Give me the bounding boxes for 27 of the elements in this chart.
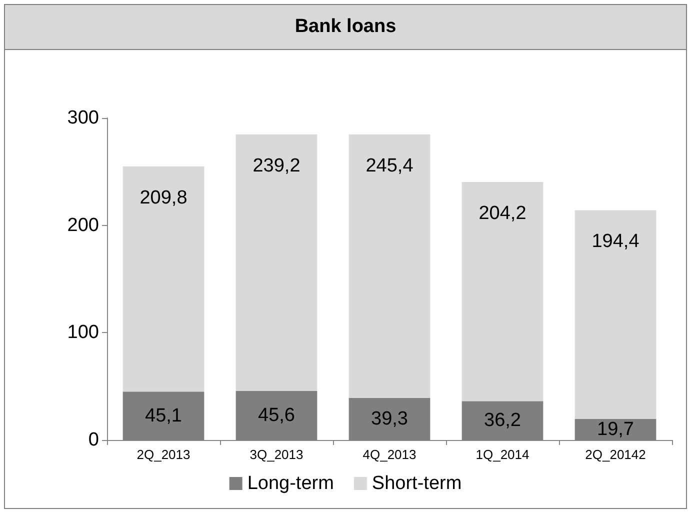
data-label: 204,2 [478, 202, 526, 224]
bar [236, 134, 318, 392]
data-label: 45,1 [145, 405, 182, 426]
y-tick-label: 0 [88, 430, 99, 450]
x-tick-label: 3Q_2013 [250, 447, 304, 462]
bar [122, 166, 204, 392]
data-label: 245,4 [366, 155, 414, 176]
y-tick-label: 100 [67, 322, 99, 344]
x-tick-label: 2Q_20142 [585, 447, 646, 462]
bar [462, 182, 544, 402]
data-label: 239,2 [252, 155, 300, 176]
y-tick-label: 200 [67, 214, 99, 236]
data-label: 36,2 [484, 410, 521, 432]
bar [574, 210, 656, 419]
data-label: 19,7 [597, 418, 634, 440]
data-label: 209,8 [140, 187, 188, 208]
chart-title: Bank loans [5, 5, 686, 50]
legend-label: Short-term [372, 473, 462, 494]
legend-label: Long-term [247, 473, 334, 494]
y-tick-label: 300 [67, 108, 99, 128]
data-label: 194,4 [592, 231, 640, 252]
bar [348, 134, 430, 398]
x-tick-label: 1Q_2014 [476, 447, 530, 462]
x-tick-label: 2Q_2013 [136, 447, 190, 462]
data-label: 45,6 [258, 405, 295, 426]
data-label: 39,3 [371, 408, 408, 430]
x-tick-label: 4Q_2013 [362, 447, 416, 462]
